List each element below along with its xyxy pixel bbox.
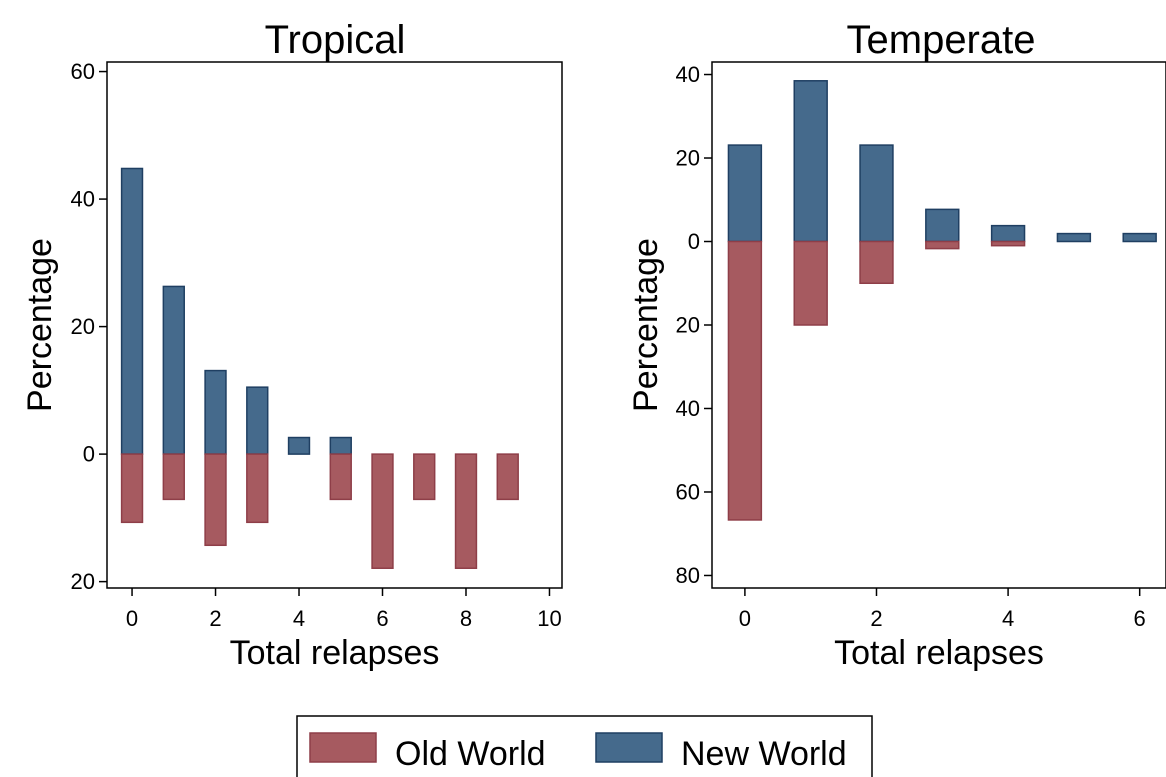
temperate-y-tick-label: 20 [676,146,700,171]
tropical-bar-old-world-9 [496,453,519,501]
legend-swatch-new-world [595,732,663,763]
temperate-bar-old-world-2 [859,240,894,285]
temperate-x-tick-label: 0 [739,606,751,631]
temperate-bar-old-world-0 [727,240,763,521]
temperate-x-tick-label: 4 [1002,606,1014,631]
tropical-bar-new-world-0 [120,167,144,455]
legend-label-old-world: Old World [395,735,546,773]
legend-box [296,715,873,777]
temperate-bar-new-world-4 [990,224,1026,243]
tropical-y-tick-label: 0 [83,442,95,467]
tropical-bar-new-world-5 [329,436,352,455]
tropical-panel: 60 40 20 0 20 0 2 4 6 8 10 Tropical Total relapses Pe… [21,18,563,672]
tropical-x-axis-label: Total relapses [230,634,440,672]
legend: Old World New World [296,715,873,777]
legend-label-new-world: New World [681,735,847,773]
tropical-y-tick-label: 40 [71,187,95,212]
tropical-x-tick-label: 4 [293,606,305,631]
tropical-x-tick-label: 0 [126,606,138,631]
temperate-bar-new-world-6 [1122,232,1157,243]
tropical-bar-new-world-3 [246,386,269,455]
tropical-y-axis-label: Percentage [21,238,59,412]
tropical-plot-frame [106,61,563,589]
temperate-y-tick-label: 40 [676,62,700,87]
tropical-x-tick-label: 6 [376,606,388,631]
temperate-bar-new-world-2 [859,144,894,243]
tropical-x-tick-label: 8 [460,606,472,631]
temperate-y-tick-label: 20 [676,313,700,338]
tropical-bar-old-world-6 [371,453,394,569]
tropical-bar-old-world-8 [454,453,478,569]
tropical-x-tick-label: 2 [209,606,221,631]
tropical-bar-old-world-2 [204,453,227,547]
tropical-bar-new-world-2 [204,369,227,455]
tropical-bar-old-world-3 [246,453,269,524]
tropical-y-tick-label: 60 [71,59,95,84]
tropical-title: Tropical [265,18,406,62]
temperate-bar-new-world-1 [793,80,828,243]
temperate-bar-new-world-0 [727,144,763,243]
temperate-y-tick-label: 60 [676,479,700,504]
temperate-x-tick-label: 6 [1134,606,1146,631]
temperate-bar-new-world-5 [1056,232,1092,243]
tropical-bar-new-world-4 [287,436,311,455]
temperate-y-tick-label: 0 [688,229,700,254]
temperate-bar-new-world-3 [925,208,960,243]
legend-swatch-old-world [309,732,377,763]
temperate-title: Temperate [847,18,1036,62]
tropical-bar-new-world-1 [162,285,185,455]
temperate-x-axis-label: Total relapses [834,634,1044,672]
temperate-bar-old-world-3 [925,240,960,250]
temperate-bar-old-world-1 [793,240,828,326]
temperate-panel: 40 20 0 20 40 60 80 0 2 4 6 Temperate Total relapses… [627,18,1166,672]
temperate-plot-frame [711,61,1166,589]
temperate-x-tick-label: 2 [870,606,882,631]
tropical-bar-old-world-1 [162,453,185,501]
tropical-bar-old-world-5 [329,453,352,501]
tropical-bar-old-world-7 [413,453,436,501]
temperate-y-tick-label: 40 [676,396,700,421]
tropical-y-tick-label: 20 [71,314,95,339]
tropical-y-tick-label: 20 [71,569,95,594]
tropical-x-tick-label: 10 [537,606,561,631]
tropical-bar-old-world-0 [120,453,144,524]
temperate-y-tick-label: 80 [676,563,700,588]
temperate-bar-old-world-4 [990,240,1026,247]
temperate-y-axis-label: Percentage [627,238,665,412]
